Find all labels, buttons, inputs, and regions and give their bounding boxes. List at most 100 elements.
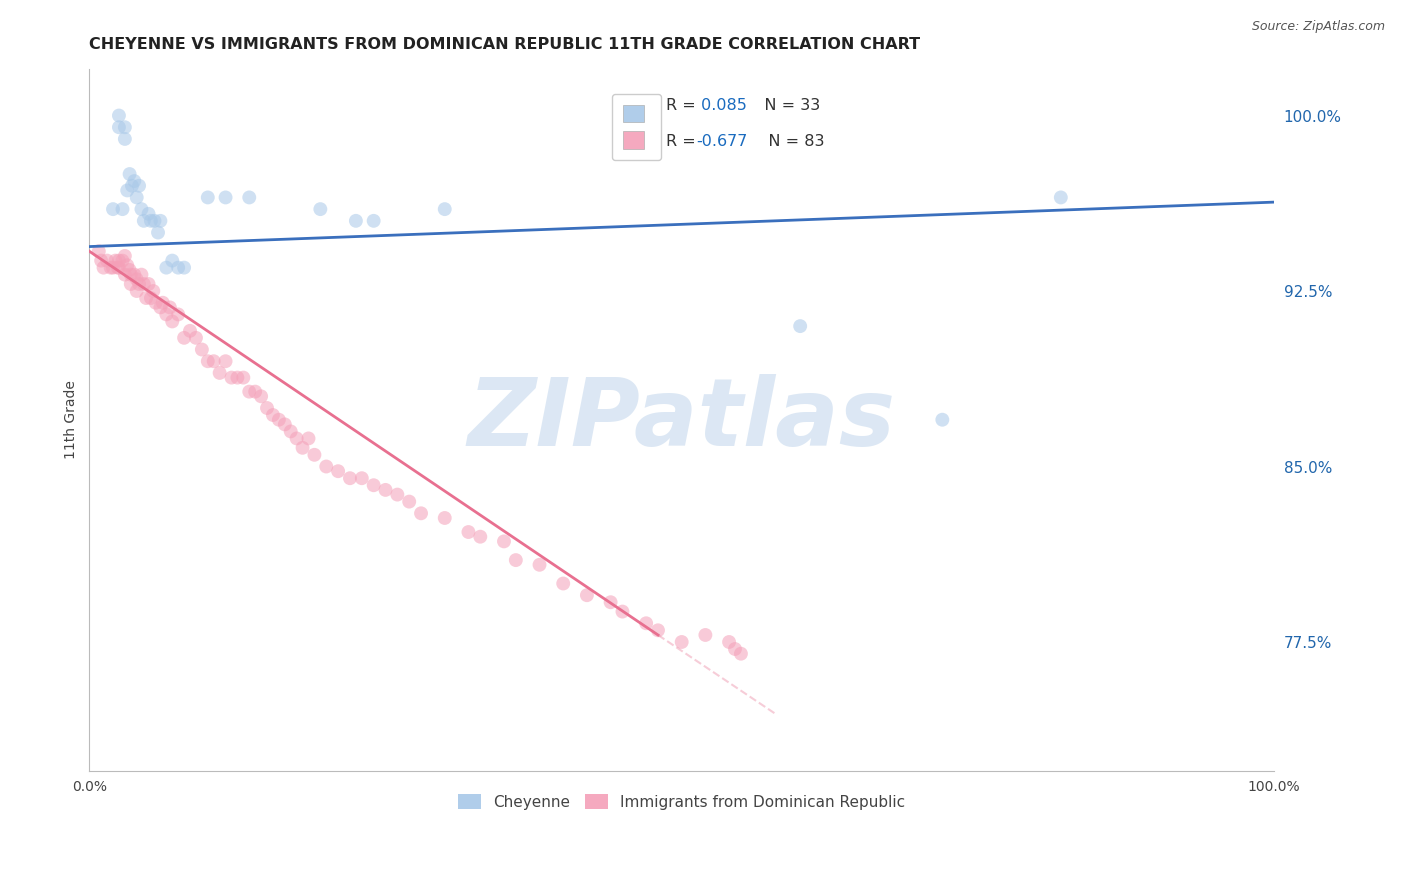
- Point: [132, 277, 155, 291]
- Point: [191, 343, 214, 357]
- Text: CHEYENNE VS IMMIGRANTS FROM DOMINICAN REPUBLIC 11TH GRADE CORRELATION CHART: CHEYENNE VS IMMIGRANTS FROM DOMINICAN RE…: [90, 37, 921, 53]
- Point: [470, 530, 492, 544]
- Point: [197, 354, 219, 368]
- Point: [315, 459, 337, 474]
- Point: [145, 295, 167, 310]
- Point: [118, 263, 141, 277]
- Point: [238, 384, 260, 399]
- Point: [114, 132, 136, 146]
- Point: [208, 366, 231, 380]
- Point: [221, 370, 243, 384]
- Point: [339, 471, 361, 485]
- Point: [131, 202, 153, 216]
- Point: [250, 389, 273, 403]
- Point: [285, 432, 308, 446]
- Point: [931, 413, 953, 427]
- Point: [505, 553, 527, 567]
- Point: [173, 331, 195, 345]
- Point: [267, 413, 290, 427]
- Point: [184, 331, 207, 345]
- Point: [142, 284, 165, 298]
- Point: [529, 558, 551, 572]
- Point: [139, 291, 162, 305]
- Point: [114, 120, 136, 135]
- Point: [214, 190, 236, 204]
- Text: R =: R =: [666, 97, 702, 112]
- Point: [96, 253, 118, 268]
- Point: [87, 244, 110, 259]
- Point: [121, 178, 143, 193]
- Point: [132, 214, 155, 228]
- Point: [238, 190, 260, 204]
- Point: [398, 494, 420, 508]
- Point: [115, 183, 138, 197]
- Point: [155, 307, 177, 321]
- Point: [575, 588, 598, 602]
- Point: [120, 268, 142, 282]
- Text: 0.085: 0.085: [696, 97, 747, 112]
- Point: [197, 190, 219, 204]
- Point: [114, 249, 136, 263]
- Point: [256, 401, 278, 415]
- Text: Source: ZipAtlas.com: Source: ZipAtlas.com: [1251, 20, 1385, 33]
- Point: [612, 605, 634, 619]
- Point: [108, 260, 131, 275]
- Point: [457, 524, 479, 539]
- Point: [374, 483, 396, 497]
- Point: [101, 260, 124, 275]
- Point: [695, 628, 717, 642]
- Point: [125, 190, 148, 204]
- Point: [297, 432, 319, 446]
- Point: [492, 534, 515, 549]
- Point: [350, 471, 373, 485]
- Point: [155, 260, 177, 275]
- Point: [724, 642, 747, 657]
- Point: [262, 408, 284, 422]
- Point: [111, 253, 134, 268]
- Point: [138, 277, 160, 291]
- Text: N = 83: N = 83: [752, 134, 824, 149]
- Point: [93, 260, 115, 275]
- Point: [159, 301, 181, 315]
- Point: [789, 319, 811, 334]
- Point: [162, 253, 184, 268]
- Point: [344, 214, 367, 228]
- Point: [280, 425, 302, 439]
- Point: [120, 277, 142, 291]
- Point: [243, 384, 266, 399]
- Point: [138, 207, 160, 221]
- Point: [173, 260, 195, 275]
- Point: [128, 178, 150, 193]
- Point: [718, 635, 741, 649]
- Point: [108, 120, 131, 135]
- Point: [409, 506, 432, 520]
- Legend: Cheyenne, Immigrants from Dominican Republic: Cheyenne, Immigrants from Dominican Repu…: [451, 788, 911, 815]
- Point: [114, 268, 136, 282]
- Point: [111, 202, 134, 216]
- Point: [108, 109, 131, 123]
- Text: N = 33: N = 33: [749, 97, 821, 112]
- Point: [671, 635, 693, 649]
- Point: [226, 370, 249, 384]
- Text: -0.677: -0.677: [696, 134, 747, 149]
- Point: [433, 511, 456, 525]
- Y-axis label: 11th Grade: 11th Grade: [65, 380, 79, 459]
- Point: [363, 478, 385, 492]
- Point: [232, 370, 254, 384]
- Point: [309, 202, 332, 216]
- Point: [143, 214, 166, 228]
- Point: [128, 277, 150, 291]
- Point: [125, 284, 148, 298]
- Point: [124, 268, 146, 282]
- Point: [115, 258, 138, 272]
- Point: [387, 487, 409, 501]
- Point: [149, 301, 172, 315]
- Point: [152, 295, 174, 310]
- Point: [304, 448, 326, 462]
- Point: [100, 260, 122, 275]
- Point: [214, 354, 236, 368]
- Point: [433, 202, 456, 216]
- Point: [131, 268, 153, 282]
- Point: [599, 595, 621, 609]
- Point: [1049, 190, 1071, 204]
